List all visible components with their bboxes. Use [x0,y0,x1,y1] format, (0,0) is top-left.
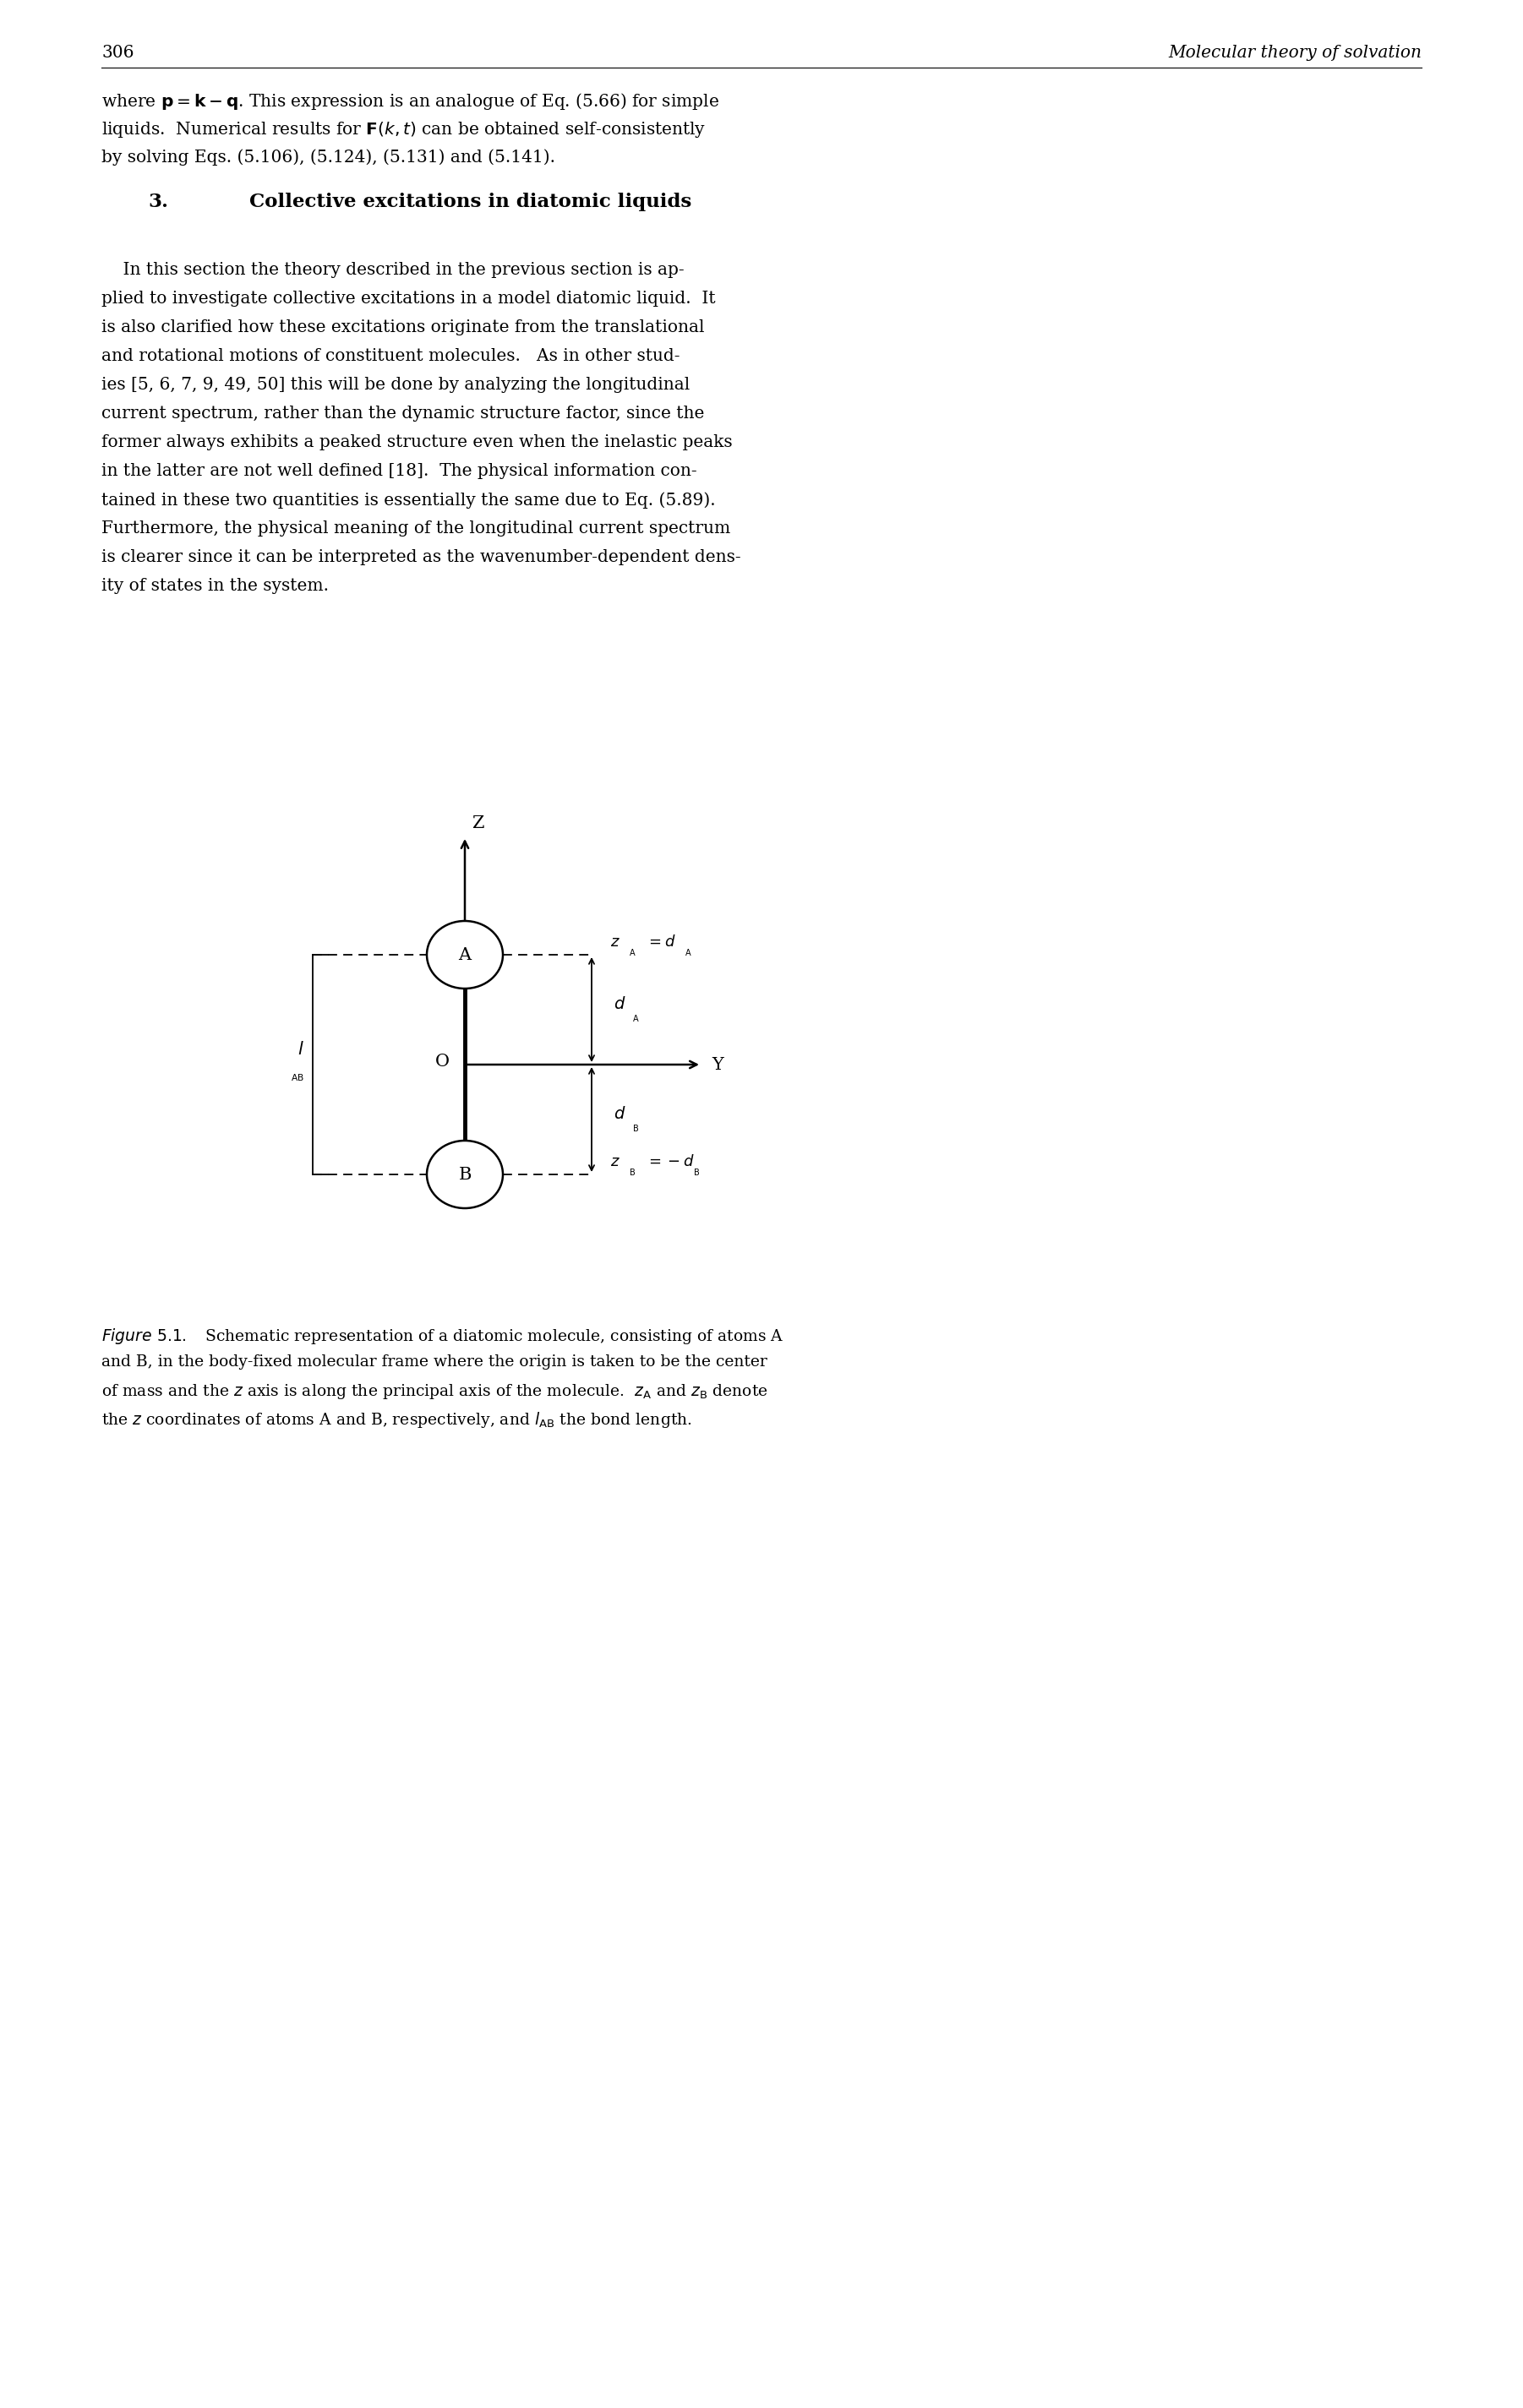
Text: $_\mathrm{A}$: $_\mathrm{A}$ [629,946,637,958]
Text: $_\mathrm{B}$: $_\mathrm{B}$ [632,1122,640,1134]
Text: Molecular theory of solvation: Molecular theory of solvation [1168,43,1421,60]
Text: by solving Eqs. (5.106), (5.124), (5.131) and (5.141).: by solving Eqs. (5.106), (5.124), (5.131… [102,149,556,166]
Text: Z: Z [472,816,484,831]
Ellipse shape [426,920,503,990]
Text: $_\mathrm{A}$: $_\mathrm{A}$ [685,946,691,958]
Text: plied to investigate collective excitations in a model diatomic liquid.  It: plied to investigate collective excitati… [102,291,716,306]
Text: Collective excitations in diatomic liquids: Collective excitations in diatomic liqui… [250,193,691,212]
Text: $z$: $z$ [611,934,620,949]
Text: $\mathit{Figure\ 5.1.}$   Schematic representation of a diatomic molecule, consi: $\mathit{Figure\ 5.1.}$ Schematic repres… [102,1327,784,1346]
Text: tained in these two quantities is essentially the same due to Eq. (5.89).: tained in these two quantities is essent… [102,491,716,508]
Ellipse shape [426,1141,503,1209]
Text: O: O [436,1052,449,1069]
Text: $_\mathrm{A}$: $_\mathrm{A}$ [632,1011,640,1023]
Text: $l$: $l$ [299,1040,305,1057]
Text: $_\mathrm{B}$: $_\mathrm{B}$ [629,1165,635,1178]
Text: is also clarified how these excitations originate from the translational: is also clarified how these excitations … [102,320,705,335]
Text: In this section the theory described in the previous section is ap-: In this section the theory described in … [102,262,684,277]
Text: A: A [458,946,471,963]
Text: $_\mathrm{AB}$: $_\mathrm{AB}$ [291,1072,305,1084]
Text: 3.: 3. [148,193,168,212]
Text: liquids.  Numerical results for $\mathbf{F}(k, t)$ can be obtained self-consiste: liquids. Numerical results for $\mathbf{… [102,120,707,140]
Text: is clearer since it can be interpreted as the wavenumber-dependent dens-: is clearer since it can be interpreted a… [102,549,740,566]
Text: current spectrum, rather than the dynamic structure factor, since the: current spectrum, rather than the dynami… [102,405,704,421]
Text: $= d$: $= d$ [646,934,676,949]
Text: ies [5, 6, 7, 9, 49, 50] this will be done by analyzing the longitudinal: ies [5, 6, 7, 9, 49, 50] this will be do… [102,376,690,393]
Text: $= -d$: $= -d$ [646,1153,694,1170]
Text: $d$: $d$ [614,1105,626,1122]
Text: and B, in the body-fixed molecular frame where the origin is taken to be the cen: and B, in the body-fixed molecular frame… [102,1353,768,1370]
Text: 306: 306 [102,43,134,60]
Text: Y: Y [711,1057,723,1072]
Text: the $z$ coordinates of atoms A and B, respectively, and $l_\mathrm{AB}$ the bond: the $z$ coordinates of atoms A and B, re… [102,1411,691,1430]
Text: $_\mathrm{B}$: $_\mathrm{B}$ [693,1165,701,1178]
Text: B: B [458,1165,471,1182]
Text: and rotational motions of constituent molecules.   As in other stud-: and rotational motions of constituent mo… [102,349,679,364]
Text: of mass and the $z$ axis is along the principal axis of the molecule.  $z_\mathr: of mass and the $z$ axis is along the pr… [102,1382,768,1401]
Text: ity of states in the system.: ity of states in the system. [102,578,329,595]
Text: $z$: $z$ [611,1153,620,1170]
Text: in the latter are not well defined [18].  The physical information con-: in the latter are not well defined [18].… [102,462,698,479]
Text: Furthermore, the physical meaning of the longitudinal current spectrum: Furthermore, the physical meaning of the… [102,520,731,537]
Text: where $\mathbf{p} = \mathbf{k} - \mathbf{q}$. This expression is an analogue of : where $\mathbf{p} = \mathbf{k} - \mathbf… [102,92,719,111]
Text: former always exhibits a peaked structure even when the inelastic peaks: former always exhibits a peaked structur… [102,433,733,450]
Text: $d$: $d$ [614,997,626,1011]
